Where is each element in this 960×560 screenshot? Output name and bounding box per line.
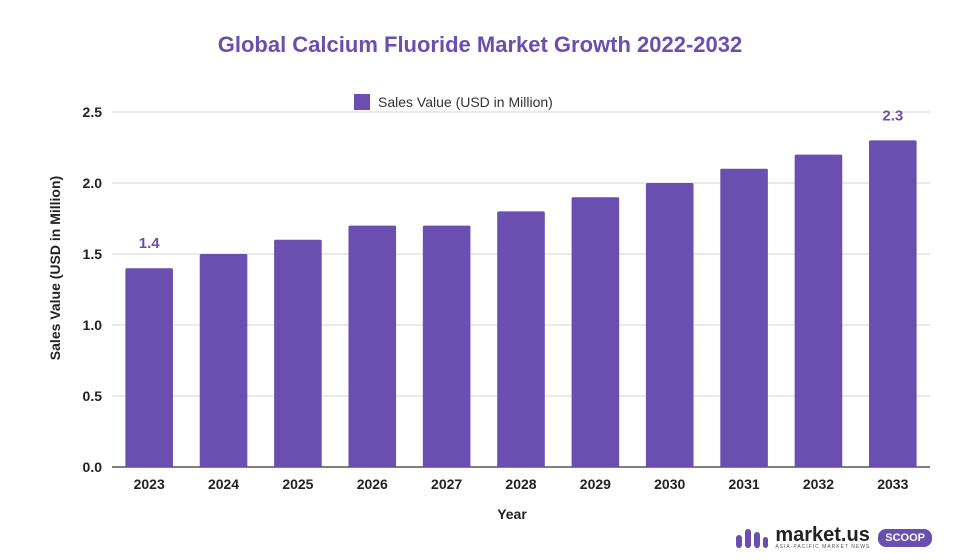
bar bbox=[497, 211, 545, 467]
bar bbox=[720, 168, 768, 468]
data-label: 1.4 bbox=[139, 235, 161, 252]
market-us-logo-icon bbox=[736, 528, 769, 548]
x-tick-label: 2025 bbox=[282, 476, 313, 492]
x-tick-label: 2030 bbox=[654, 476, 685, 492]
x-tick-label: 2029 bbox=[580, 476, 611, 492]
y-axis-label: Sales Value (USD in Million) bbox=[47, 175, 63, 361]
legend-label: Sales Value (USD in Million) bbox=[378, 94, 553, 110]
chart-legend: Sales Value (USD in Million) bbox=[354, 94, 553, 110]
x-tick-label: 2027 bbox=[431, 476, 462, 492]
bar bbox=[125, 268, 173, 467]
bar bbox=[422, 225, 471, 467]
x-tick-label: 2023 bbox=[134, 476, 165, 492]
x-tick-label: 2028 bbox=[505, 476, 536, 492]
bar bbox=[645, 183, 694, 467]
x-tick-label: 2032 bbox=[803, 476, 834, 492]
chart-title: Global Calcium Fluoride Market Growth 20… bbox=[217, 32, 743, 57]
legend-swatch bbox=[354, 94, 370, 110]
bar bbox=[869, 140, 917, 467]
y-tick-label: 0.5 bbox=[83, 388, 103, 404]
data-label: 2.3 bbox=[882, 107, 903, 124]
bar bbox=[348, 225, 397, 467]
x-axis-label: Year bbox=[497, 506, 527, 522]
brand-name: market.us bbox=[775, 524, 870, 546]
bar bbox=[199, 254, 248, 467]
x-tick-label: 2024 bbox=[208, 476, 239, 492]
x-tick-label: 2026 bbox=[357, 476, 388, 492]
x-tick-label: 2033 bbox=[877, 476, 908, 492]
brand-logo: market.us ASIA-PACIFIC MARKET NEWS SCOOP bbox=[735, 525, 932, 550]
x-tick-label: 2031 bbox=[729, 476, 760, 492]
bar bbox=[274, 239, 322, 467]
y-tick-label: 0.0 bbox=[83, 459, 103, 475]
bar bbox=[794, 154, 843, 467]
scoop-badge: SCOOP bbox=[878, 528, 932, 547]
y-tick-label: 1.5 bbox=[83, 246, 103, 262]
y-tick-label: 1.0 bbox=[83, 317, 103, 333]
y-tick-label: 2.5 bbox=[83, 104, 103, 120]
y-tick-label: 2.0 bbox=[83, 175, 103, 191]
brand-tagline: ASIA-PACIFIC MARKET NEWS bbox=[775, 544, 871, 550]
bar bbox=[571, 197, 620, 467]
